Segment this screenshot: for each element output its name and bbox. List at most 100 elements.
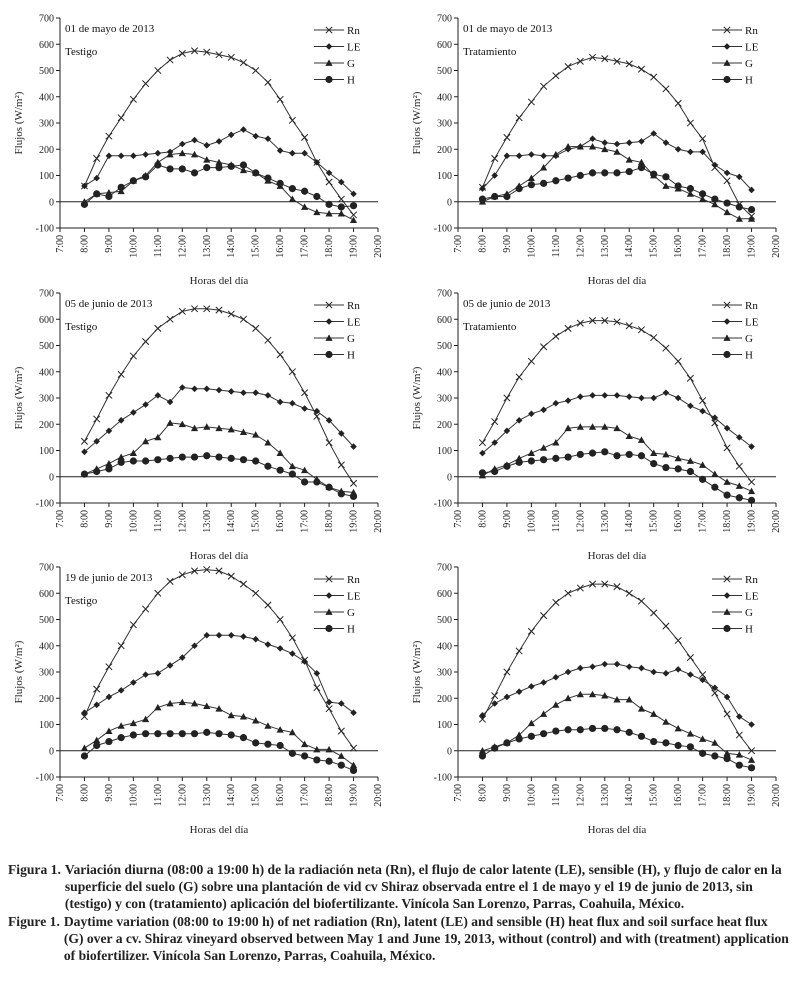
data-point-rn	[540, 612, 548, 620]
data-point-h	[337, 490, 345, 498]
data-point-rn	[227, 572, 235, 580]
data-point-le	[252, 132, 259, 140]
data-point-le	[699, 676, 706, 684]
x-tick-label: 9:00	[502, 510, 513, 528]
x-tick-label: 16:00	[673, 510, 684, 533]
caption-spanish: Figura 1. Variación diurna (08:00 a 19:0…	[8, 861, 790, 912]
data-point-g	[576, 423, 584, 430]
data-point-le	[515, 417, 523, 424]
data-point-le	[264, 641, 272, 648]
legend: Rn LE GH	[314, 25, 361, 87]
data-point-h	[105, 737, 113, 746]
data-point-h	[166, 730, 174, 738]
data-point-h	[178, 453, 186, 461]
x-tick-label: 20:00	[771, 784, 782, 807]
x-tick-label: 7:00	[55, 784, 66, 802]
y-tick-label: 100	[39, 720, 54, 731]
data-point-rn	[239, 580, 248, 588]
x-tick-label: 7:00	[453, 784, 464, 802]
data-point-h	[178, 730, 186, 738]
data-point-le	[736, 713, 743, 720]
data-point-rn	[491, 154, 499, 162]
y-tick-label: 0	[447, 746, 452, 757]
data-point-h	[515, 185, 523, 193]
data-point-le	[350, 190, 357, 198]
data-point-le	[338, 430, 345, 437]
series-rn	[478, 317, 756, 486]
data-point-h	[190, 730, 199, 738]
data-point-g	[564, 143, 572, 150]
x-tick-label: 9:00	[502, 784, 513, 802]
data-point-le	[528, 410, 535, 418]
data-point-g	[203, 702, 211, 710]
data-point-h	[588, 449, 597, 457]
data-point-h	[662, 739, 670, 747]
data-point-h	[178, 165, 186, 173]
x-tick-label: 13:00	[600, 510, 611, 533]
data-point-le	[564, 668, 572, 676]
x-tick-label: 12:00	[177, 784, 188, 807]
data-point-le	[276, 645, 284, 652]
legend-label: LE	[347, 317, 361, 329]
series-le	[479, 660, 755, 728]
data-point-rn	[301, 133, 309, 141]
data-point-h	[227, 454, 235, 462]
data-point-h	[540, 730, 548, 738]
data-point-le	[289, 149, 296, 157]
data-point-le	[240, 389, 247, 397]
series-le	[479, 389, 755, 457]
data-point-g	[239, 713, 248, 720]
data-point-rn	[325, 439, 333, 447]
data-point-rn	[313, 684, 321, 692]
data-point-g	[264, 439, 272, 446]
legend-marker-h	[723, 75, 731, 84]
data-point-h	[735, 494, 743, 502]
data-point-rn	[625, 322, 633, 330]
data-point-le	[105, 152, 113, 160]
data-point-g	[154, 433, 162, 441]
y-tick-label: 300	[39, 394, 54, 405]
data-point-h	[349, 492, 358, 501]
y-tick-label: 0	[49, 472, 54, 483]
data-point-le	[154, 392, 162, 399]
data-point-le	[179, 140, 186, 148]
data-point-g	[674, 724, 682, 732]
x-axis-title: Horas del día	[190, 824, 249, 836]
data-point-rn	[301, 389, 309, 397]
data-point-g	[227, 711, 235, 719]
x-tick-label: 17:00	[698, 784, 709, 807]
legend-marker-rn	[723, 301, 731, 309]
data-point-le	[479, 185, 486, 192]
legend-marker-rn	[723, 575, 731, 583]
figure-panels: -100 0 100 200 300 400 500 600 700 7:00 8:00 9:00 10…	[13, 14, 782, 837]
data-point-rn	[227, 310, 235, 318]
data-point-g	[288, 462, 296, 470]
data-point-rn	[166, 315, 174, 323]
x-tick-label: 15:00	[649, 510, 660, 533]
data-point-g	[93, 736, 101, 744]
x-tick-label: 17:00	[300, 784, 311, 807]
data-point-h	[129, 177, 137, 185]
chart-panel: -100 0 100 200 300 400 500 600 700 7:00 8:00 9:00 10…	[13, 14, 384, 288]
x-tick-label: 18:00	[722, 784, 733, 807]
legend-label: H	[745, 350, 753, 362]
y-tick-label: 200	[39, 145, 54, 156]
x-tick-label: 13:00	[600, 235, 611, 258]
data-point-le	[154, 149, 162, 157]
caption-text: Daytime variation (08:00 to 19:00 h) of …	[63, 914, 789, 963]
data-point-g	[313, 208, 321, 216]
legend-label: Rn	[347, 574, 360, 586]
x-tick-label: 9:00	[502, 235, 513, 253]
data-point-h	[288, 470, 296, 478]
series-line-h	[84, 164, 354, 208]
y-tick-label: 200	[437, 694, 452, 705]
data-point-h	[747, 496, 756, 504]
data-point-le	[650, 394, 657, 402]
data-point-rn	[349, 211, 358, 219]
data-point-le	[491, 439, 498, 446]
data-point-le	[515, 152, 523, 160]
data-point-rn	[650, 609, 658, 617]
x-tick-label: 17:00	[698, 235, 709, 258]
x-tick-label: 8:00	[79, 235, 90, 253]
data-point-h	[540, 456, 548, 464]
